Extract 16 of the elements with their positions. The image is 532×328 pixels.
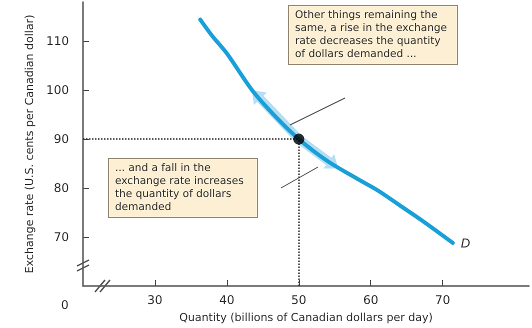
x-tick-label: 30 <box>147 293 163 307</box>
y-tick-label: 100 <box>46 83 69 98</box>
annotation: ... and a fall in the exchange rate increases the quantity of dollars demanded <box>108 158 258 218</box>
x-tick-label: 70 <box>435 293 450 307</box>
x-tick-label: 60 <box>363 293 378 307</box>
text: 0 <box>61 298 69 312</box>
y-tick-label: 70 <box>54 230 69 244</box>
series-label: D <box>460 235 470 250</box>
annotation: Other things remaining the same, a rise in the exchange rate decreases the quantity of dollars demanded ... <box>288 5 458 65</box>
y-tick-label: 110 <box>46 34 69 48</box>
y-tick-label: 80 <box>54 181 69 196</box>
x-tick-label: 40 <box>219 293 235 307</box>
x-tick-label: 50 <box>291 293 306 307</box>
x-axis-title: Quantity (billions of Canadian dollars per day) <box>179 311 433 324</box>
y-axis-title: Exchange rate (U.S. cents per Canadian dollar) <box>23 14 36 274</box>
y-tick-label: 90 <box>54 132 69 146</box>
